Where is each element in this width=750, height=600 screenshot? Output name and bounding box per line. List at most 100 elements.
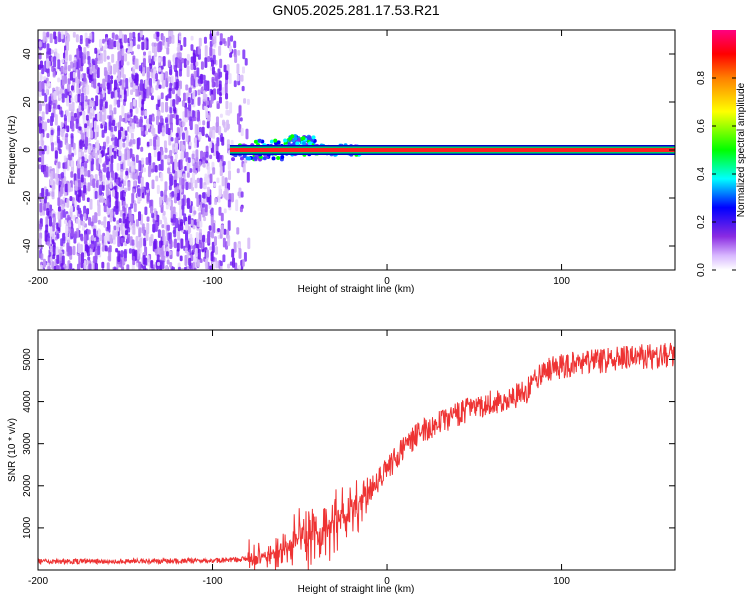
- spectrogram-cell: [210, 251, 214, 262]
- colorbar: 0.0 0.2 0.4 0.6 0.8 Normalized spectral ampl…: [696, 30, 747, 277]
- spectrogram-cell: [43, 145, 47, 152]
- spectrogram-cell: [57, 104, 61, 110]
- spectrogram-cell: [157, 42, 161, 53]
- spectrogram-cell: [192, 90, 196, 100]
- spectrogram-cell: [151, 116, 155, 122]
- spectrogram-cell: [63, 114, 67, 122]
- spectrogram-cell: [59, 252, 63, 261]
- spectrogram-cell: [126, 61, 130, 66]
- spectrogram-cell: [160, 65, 164, 70]
- spectrogram-cell: [42, 258, 46, 268]
- spectrogram-cell: [163, 189, 167, 202]
- spectrogram-cell: [161, 127, 165, 137]
- spectrogram-cell: [183, 266, 187, 270]
- spectrogram-cell: [198, 37, 202, 47]
- spectrogram-cell: [46, 202, 50, 210]
- spectrogram-cell: [201, 192, 205, 199]
- spectrogram-cell: [239, 117, 243, 122]
- spectrogram-cell: [153, 208, 157, 220]
- spectrogram-cell: [140, 186, 144, 193]
- spectrogram-cell: [77, 158, 81, 169]
- spectrogram-cell: [204, 57, 208, 69]
- snr-series: [38, 342, 675, 570]
- spectrogram-cell: [57, 125, 61, 137]
- spectrogram-cell: [66, 125, 70, 133]
- spectrogram-cell: [223, 127, 227, 133]
- spectrogram-y-tick-label: 0: [22, 147, 33, 153]
- spectrogram-cell: [123, 34, 127, 44]
- spectrogram-cell: [64, 88, 68, 99]
- spectrogram-cell: [103, 66, 107, 77]
- spectrogram-cell: [148, 55, 152, 64]
- spectrogram-x-tick-label: -200: [28, 276, 48, 287]
- spectrogram-cell: [49, 226, 53, 237]
- spectrogram-cell: [218, 154, 222, 160]
- spectrogram-cell: [193, 70, 197, 80]
- spectrogram-cell: [257, 138, 262, 143]
- spectrogram-cell: [124, 130, 128, 137]
- spectrogram-cell: [140, 176, 144, 188]
- spectrogram-cell: [83, 260, 87, 270]
- spectrogram-cell: [165, 101, 169, 113]
- spectrogram-cell: [184, 107, 188, 118]
- spectrogram-cell: [49, 256, 53, 262]
- spectrogram-cell: [132, 98, 136, 107]
- spectrogram-cell: [74, 200, 78, 208]
- spectrogram-cell: [83, 46, 87, 56]
- snr-line: [38, 342, 675, 570]
- spectrogram-cell: [185, 181, 189, 191]
- spectrogram-cell: [114, 231, 118, 237]
- spectrogram-cell: [157, 229, 161, 239]
- spectrogram-cell: [86, 125, 90, 138]
- spectrogram-cell: [242, 154, 247, 159]
- spectrogram-cell: [225, 92, 229, 100]
- spectrogram-cell: [85, 114, 89, 121]
- spectrogram-cell: [50, 170, 54, 181]
- spectrogram-cell: [109, 104, 113, 115]
- spectrogram-cell: [88, 154, 92, 162]
- spectrogram-cell: [70, 85, 74, 91]
- colorbar-tick-label: 0.2: [696, 215, 707, 229]
- spectrogram-cell: [244, 58, 248, 66]
- spectrogram-cell: [141, 41, 145, 51]
- spectrogram-cell: [209, 33, 213, 41]
- spectrogram-cell: [196, 110, 200, 122]
- spectrogram-cell: [206, 233, 210, 244]
- spectrogram-cell: [87, 229, 91, 235]
- spectrogram-cell: [86, 197, 90, 203]
- spectrogram-cell: [132, 188, 136, 195]
- spectrogram-cell: [41, 88, 45, 96]
- spectrogram-cell: [65, 50, 69, 61]
- spectrogram-cell: [78, 189, 82, 197]
- spectrogram-cell: [212, 31, 216, 37]
- spectrogram-cell: [38, 81, 42, 91]
- spectrogram-cell: [212, 167, 216, 175]
- spectrogram-cell: [90, 130, 94, 139]
- spectrogram-cell: [45, 188, 49, 197]
- spectrogram-cell: [253, 139, 258, 144]
- spectrogram-cell: [159, 219, 163, 225]
- spectrogram-cell: [243, 252, 247, 262]
- spectrogram-cell: [129, 32, 133, 43]
- spectrogram-cell: [204, 184, 208, 190]
- spectrogram-cell: [105, 156, 109, 165]
- spectrogram-cell: [104, 245, 108, 252]
- spectrogram-cell: [126, 149, 130, 160]
- snr-panel: -200 -100 0 100 1000 2000 3000 4000 5000 Height …: [7, 329, 676, 595]
- spectrogram-cell: [218, 125, 222, 136]
- spectrogram-cell: [183, 36, 187, 48]
- spectrogram-cell: [189, 116, 193, 122]
- spectrogram-cell: [54, 141, 58, 146]
- spectrogram-cell: [89, 112, 93, 120]
- spectrogram-cell: [66, 83, 70, 92]
- spectrogram-cell: [127, 114, 131, 119]
- spectrogram-cell: [69, 196, 73, 202]
- spectrogram-cell: [50, 142, 54, 152]
- spectrogram-cell: [119, 97, 123, 103]
- spectrogram-cell: [161, 260, 165, 270]
- spectrogram-cell: [227, 160, 231, 170]
- spectrogram-cell: [205, 258, 209, 270]
- spectrogram-cell: [240, 74, 244, 82]
- spectrogram-cell: [175, 114, 179, 126]
- spectrogram-cell: [233, 40, 237, 49]
